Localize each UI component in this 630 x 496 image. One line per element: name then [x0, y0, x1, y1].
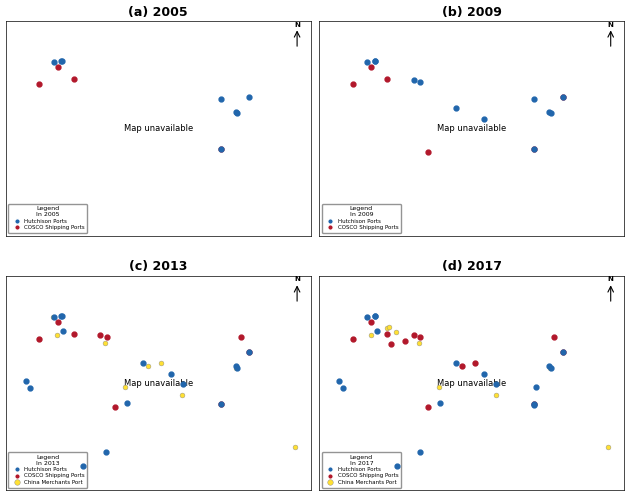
Title: (b) 2009: (b) 2009	[442, 5, 501, 18]
Text: Map unavailable: Map unavailable	[123, 379, 193, 388]
Text: Map unavailable: Map unavailable	[123, 124, 193, 133]
Title: (a) 2005: (a) 2005	[129, 5, 188, 18]
Text: N: N	[294, 21, 300, 28]
Text: Map unavailable: Map unavailable	[437, 124, 507, 133]
Legend: Hutchison Ports, COSCO Shipping Ports: Hutchison Ports, COSCO Shipping Ports	[8, 203, 88, 233]
Title: (c) 2013: (c) 2013	[129, 260, 187, 273]
Legend: Hutchison Ports, COSCO Shipping Ports: Hutchison Ports, COSCO Shipping Ports	[322, 203, 401, 233]
Title: (d) 2017: (d) 2017	[442, 260, 502, 273]
Legend: Hutchison Ports, COSCO Shipping Ports, China Merchants Port: Hutchison Ports, COSCO Shipping Ports, C…	[322, 452, 401, 488]
Text: Map unavailable: Map unavailable	[437, 379, 507, 388]
Legend: Hutchison Ports, COSCO Shipping Ports, China Merchants Port: Hutchison Ports, COSCO Shipping Ports, C…	[8, 452, 88, 488]
Text: N: N	[294, 276, 300, 283]
Text: N: N	[608, 276, 614, 283]
Text: N: N	[608, 21, 614, 28]
